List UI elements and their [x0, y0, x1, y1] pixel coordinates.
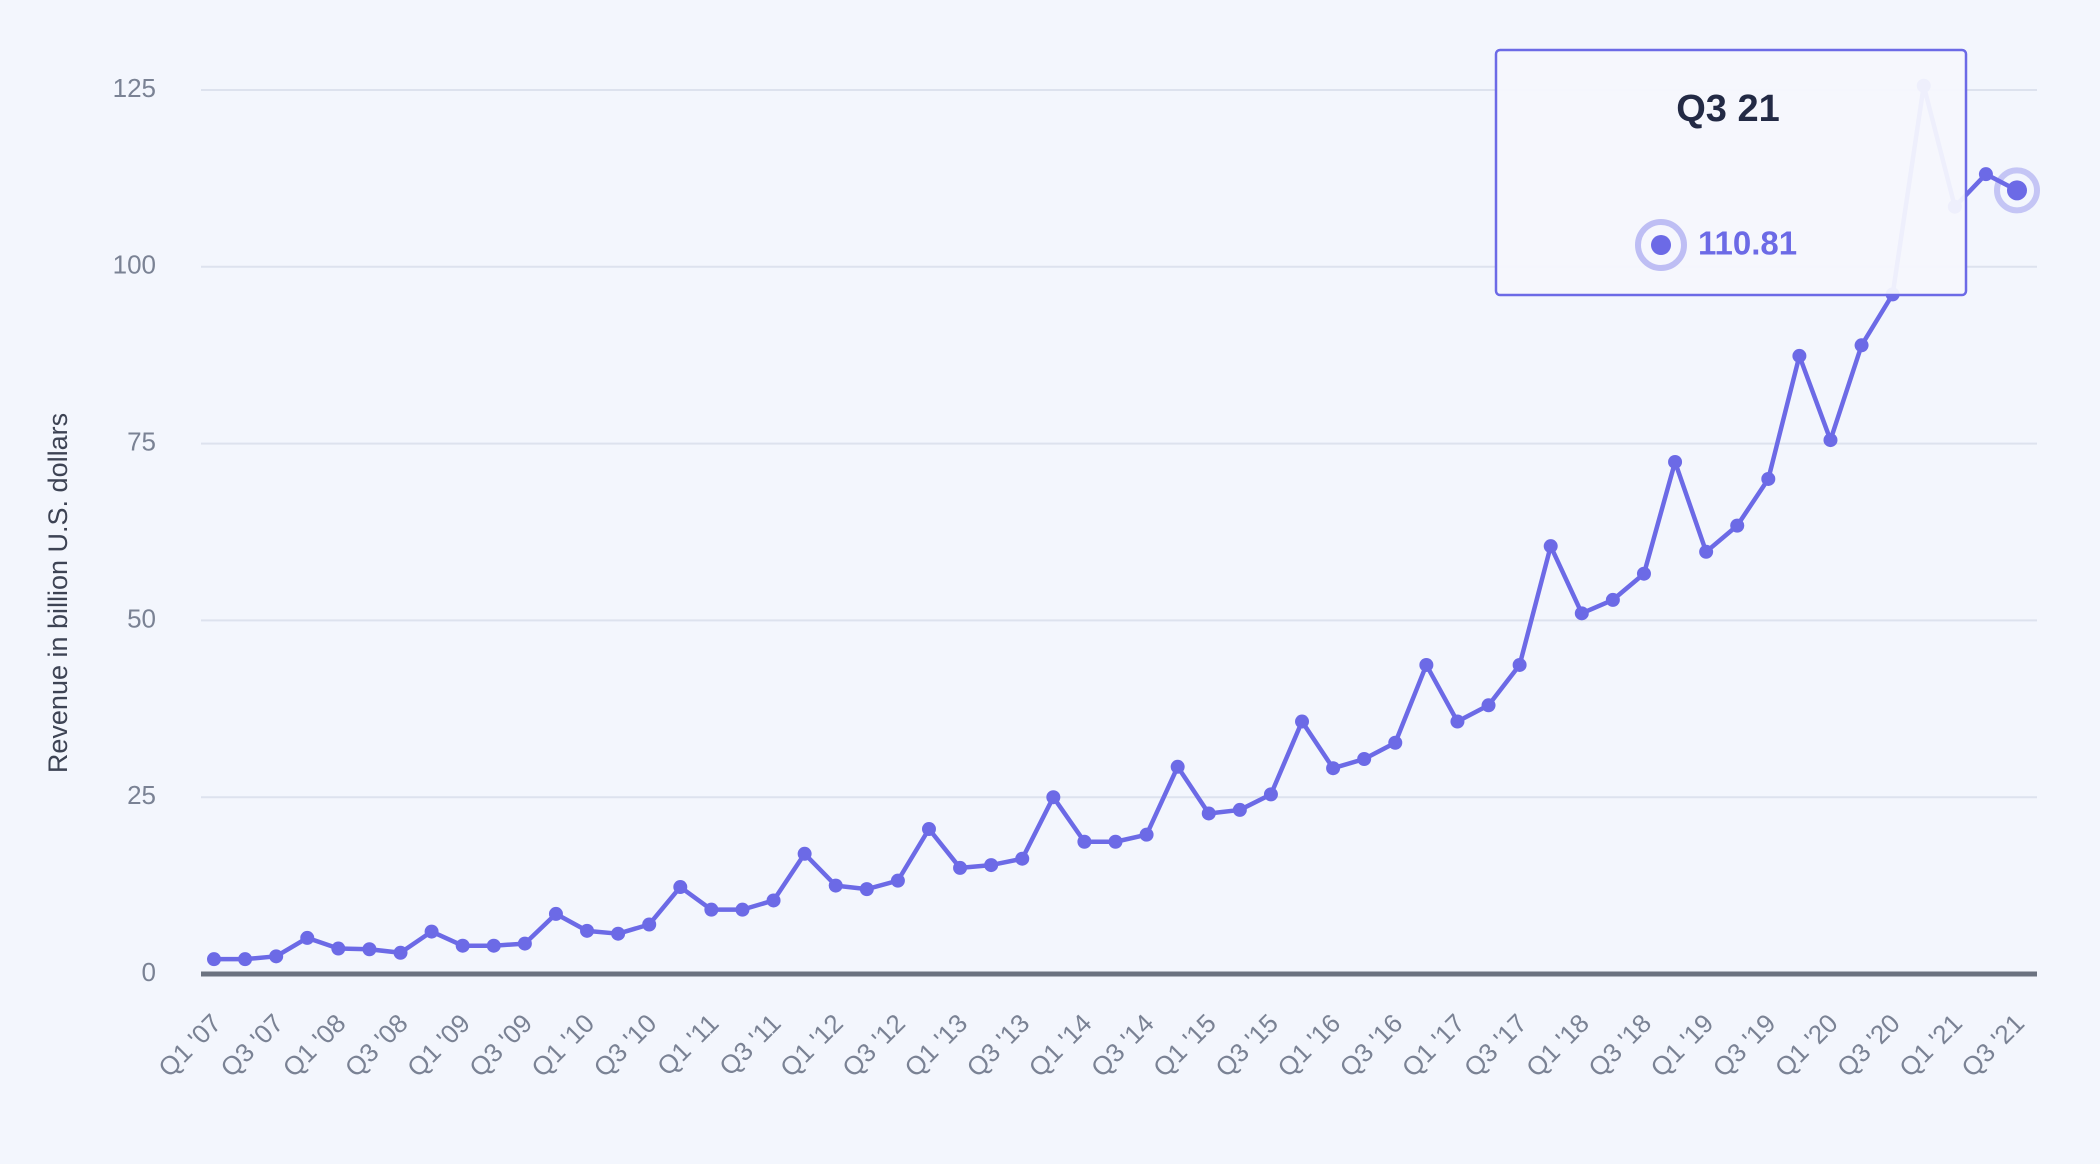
- y-tick-label: 75: [127, 426, 156, 456]
- point: [1512, 657, 1527, 672]
- point: [1699, 544, 1714, 559]
- point: [797, 846, 812, 861]
- point: [921, 822, 936, 837]
- point: [362, 942, 377, 957]
- point: [1077, 834, 1092, 849]
- point: [953, 860, 968, 875]
- point: [393, 945, 408, 960]
- point: [1792, 348, 1807, 363]
- highlight-point: [2007, 180, 2027, 201]
- highlight-ring: [1994, 167, 2040, 214]
- point: [1326, 761, 1341, 776]
- point: [890, 873, 905, 888]
- point: [1481, 698, 1496, 713]
- tooltip-box: [1494, 48, 1968, 297]
- point: [331, 941, 346, 956]
- point: [1668, 454, 1683, 469]
- point: [828, 878, 843, 893]
- point: [1139, 827, 1154, 842]
- point: [269, 949, 284, 964]
- point: [1419, 657, 1434, 672]
- y-axis-label: Revenue in billion U.S. dollars: [43, 413, 73, 773]
- point: [517, 936, 532, 951]
- point: [424, 924, 439, 939]
- point: [1450, 714, 1465, 729]
- y-tick-label: 50: [127, 603, 156, 633]
- point: [300, 930, 315, 945]
- point: [1108, 834, 1123, 849]
- point: [455, 938, 470, 953]
- point: [766, 893, 781, 908]
- tooltip-title: Q3 21: [1676, 88, 1780, 130]
- point: [859, 882, 874, 897]
- point: [1605, 592, 1620, 607]
- point: [704, 902, 719, 917]
- point: [611, 926, 626, 941]
- point: [1978, 167, 1993, 182]
- y-tick-label: 25: [127, 780, 156, 810]
- point: [548, 906, 563, 921]
- point: [673, 880, 688, 895]
- point: [1730, 518, 1745, 533]
- point: [1543, 539, 1558, 554]
- point: [1295, 714, 1310, 729]
- point: [207, 952, 221, 967]
- y-tick-label: 0: [142, 957, 156, 987]
- point: [1015, 851, 1030, 866]
- point: [984, 858, 999, 873]
- point: [1357, 752, 1372, 767]
- point: [1232, 802, 1247, 817]
- tooltip-ring: [1635, 219, 1687, 271]
- point: [642, 917, 657, 932]
- y-tick-label: 125: [113, 73, 156, 103]
- point: [1263, 787, 1278, 802]
- point: [1388, 735, 1403, 750]
- point: [1854, 338, 1869, 353]
- point: [1823, 433, 1838, 448]
- tooltip-dot: [1651, 235, 1671, 255]
- point: [580, 923, 595, 938]
- point: [1636, 566, 1651, 581]
- point: [1761, 471, 1776, 486]
- tooltip-value: 110.81: [1698, 225, 1797, 262]
- point: [1170, 759, 1185, 774]
- point: [1046, 790, 1061, 805]
- point: [238, 952, 253, 967]
- y-tick-label: 100: [113, 250, 156, 280]
- point: [486, 938, 501, 953]
- point: [1574, 606, 1589, 621]
- point: [1201, 806, 1216, 821]
- point: [735, 902, 750, 917]
